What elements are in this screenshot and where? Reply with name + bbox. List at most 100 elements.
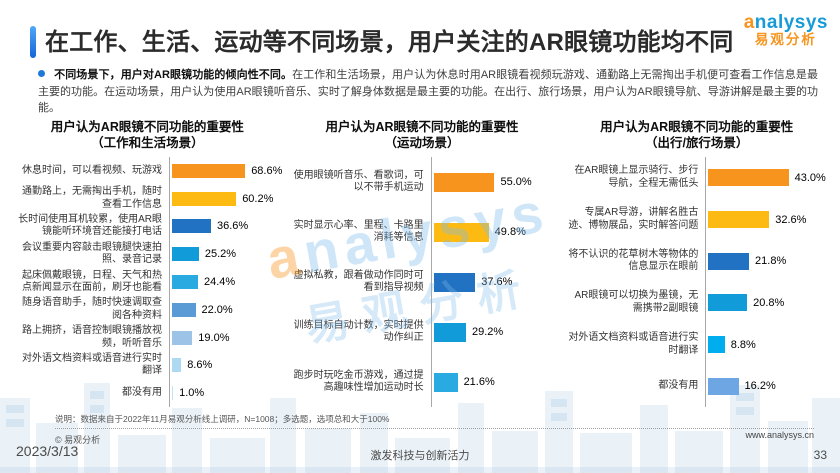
- footer-divider: [55, 428, 814, 429]
- bar: [172, 358, 182, 373]
- bar-cell: 8.8%: [705, 323, 828, 366]
- chart-title-line2: （工作和生活场景）: [91, 136, 204, 150]
- bar-category-label: 长时间使用耳机较累，使用AR眼镜能听环境音还能接打电话: [18, 213, 162, 238]
- bar-value-label: 24.4%: [204, 276, 236, 289]
- bar: [433, 272, 476, 292]
- copyright: © 易观分析: [55, 435, 101, 445]
- bar-category-label: 训练目标自动计数，实时提供动作纠正: [293, 319, 424, 344]
- chart-title: 用户认为AR眼镜不同功能的重要性 （工作和生活场景）: [16, 119, 279, 157]
- bar-value-label: 8.8%: [730, 338, 756, 351]
- bar-row: 训练目标自动计数，实时提供动作纠正 29.2%: [291, 307, 554, 357]
- bar-cell: 16.2%: [705, 365, 828, 408]
- bar-cell: 32.6%: [705, 198, 828, 241]
- bar-category-label: 对外语文档资料或语音进行实时翻译: [22, 352, 162, 377]
- bar-value-label: 29.2%: [471, 326, 504, 338]
- bar-category-label: 使用眼镜听音乐、看歌词，可以不带手机运动: [293, 169, 424, 194]
- bar-row: 将不认识的花草树木等物体的信息显示在眼前 21.8%: [565, 240, 828, 283]
- chart-title: 用户认为AR眼镜不同功能的重要性 （出行/旅行场景）: [565, 119, 828, 157]
- bar-value-label: 16.2%: [744, 380, 776, 393]
- bar-category-label: 路上拥挤，语音控制眼镜播放视频，听听音乐: [22, 325, 162, 349]
- slide-date: 2023/3/13: [16, 443, 79, 459]
- bar: [172, 330, 193, 345]
- bar: [172, 163, 246, 178]
- chart-plot-area: 使用眼镜听音乐、看歌词，可以不带手机运动 55.0% 实时显示心率、里程、卡路里消耗…: [291, 157, 554, 407]
- footer-slogan: 激发科技与创新活力: [370, 450, 470, 462]
- bar-category-label: 都没有用: [122, 386, 162, 398]
- bar-value-label: 21.8%: [755, 255, 787, 268]
- bar: [708, 211, 770, 228]
- bar-cell: 21.6%: [430, 357, 554, 407]
- bar-row: 都没有用 1.0%: [16, 379, 279, 408]
- analysys-logo-wordmark: analysys: [743, 12, 828, 33]
- bar: [708, 336, 725, 354]
- chart-work-life: 用户认为AR眼镜不同功能的重要性 （工作和生活场景） 休息时间，可以看视频、玩游戏 6…: [16, 119, 283, 408]
- summary-bold-text: 不同场景下，用户对AR眼镜功能的倾向性不同。: [54, 69, 293, 81]
- bar-row: 对外语文档资料或语音进行实时翻译 8.8%: [565, 323, 828, 366]
- bar-row: 随身语音助手，随时快速调取查阅各种资料 22.0%: [16, 295, 279, 324]
- bar: [433, 322, 466, 342]
- summary-body-text: 在工作和生活场景，用户认为休息时用AR眼镜看视频玩游戏、通勤路上无需掏出手机便可…: [38, 69, 819, 114]
- chart-plot-area: 休息时间，可以看视频、玩游戏 68.6% 通勤路上，无需掏出手机，随时查看工作信息 6…: [16, 157, 283, 408]
- bar-category-label: 虚拟私教，跟着做动作同时可看到指导视频: [293, 269, 424, 294]
- bar-value-label: 49.8%: [494, 226, 526, 238]
- chart-title-line2: （出行/旅行场景）: [644, 136, 749, 150]
- analysys-logo-chinese: 易观分析: [754, 31, 817, 47]
- chart-title-line1: 用户认为AR眼镜不同功能的重要性: [325, 120, 519, 134]
- bar-category-label: 专属AR导游，讲解名胜古迹、博物展品，实时解答问题: [568, 207, 699, 231]
- bar-value-label: 32.6%: [775, 213, 807, 226]
- bar: [433, 222, 489, 242]
- bar-row: 通勤路上，无需掏出手机，随时查看工作信息 60.2%: [16, 184, 279, 213]
- bar-row: 都没有用 16.2%: [565, 365, 828, 408]
- bar-cell: 24.4%: [169, 268, 279, 296]
- bar-cell: 22.0%: [169, 295, 279, 324]
- bar-cell: 43.0%: [705, 157, 828, 199]
- bar-row: 在AR眼镜上显示骑行、步行导航，全程无需低头 43.0%: [565, 157, 828, 199]
- bar-category-label: 都没有用: [658, 379, 699, 391]
- logo-swirl-a-icon: a: [743, 12, 755, 33]
- title-accent-bar: [30, 26, 36, 58]
- bar-category-label: 对外语文档资料或语音进行实时翻译: [568, 332, 699, 356]
- bar-category-label: 跑步时玩吃金币游戏，通过提高趣味性增加运动时长: [293, 369, 424, 394]
- bar-row: AR眼镜可以切换为墨镜，无需携带2副眼镜 20.8%: [565, 282, 828, 324]
- bar-cell: 25.2%: [169, 240, 279, 269]
- bar-value-label: 19.0%: [198, 331, 230, 344]
- bar-cell: 60.2%: [169, 184, 279, 213]
- bar-cell: 37.6%: [430, 257, 554, 307]
- website-url: www.analysys.cn: [745, 430, 814, 440]
- bar-value-label: 36.6%: [217, 220, 249, 233]
- chart-title-line1: 用户认为AR眼镜不同功能的重要性: [50, 120, 244, 134]
- bar: [172, 191, 237, 206]
- bar-cell: 20.8%: [705, 282, 828, 324]
- bar-value-label: 1.0%: [179, 387, 205, 400]
- bar-value-label: 55.0%: [500, 176, 532, 188]
- bar-cell: 36.6%: [169, 212, 279, 241]
- bar: [708, 294, 748, 312]
- bar-row: 虚拟私教，跟着做动作同时可看到指导视频 37.6%: [291, 257, 554, 307]
- charts-section: 用户认为AR眼镜不同功能的重要性 （工作和生活场景） 休息时间，可以看视频、玩游戏 6…: [16, 119, 828, 408]
- bar-category-label: 实时显示心率、里程、卡路里消耗等信息: [293, 219, 424, 244]
- bar-value-label: 22.0%: [201, 303, 233, 316]
- bar-value-label: 43.0%: [794, 171, 826, 184]
- page-number: 33: [813, 448, 827, 462]
- page-title: 在工作、生活、运动等不同场景，用户关注的AR眼镜功能均不同: [45, 29, 734, 56]
- bar: [433, 372, 458, 392]
- bar-row: 长时间使用耳机较累，使用AR眼镜能听环境音还能接打电话 36.6%: [16, 212, 279, 241]
- bar-value-label: 68.6%: [251, 164, 283, 177]
- bar: [433, 172, 495, 192]
- bar-cell: 49.8%: [430, 207, 554, 257]
- bar: [708, 169, 789, 187]
- bar: [708, 377, 739, 395]
- summary-paragraph: 不同场景下，用户对AR眼镜功能的倾向性不同。在工作和生活场景，用户认为休息时用A…: [38, 67, 818, 117]
- chart-travel: 用户认为AR眼镜不同功能的重要性 （出行/旅行场景） 在AR眼镜上显示骑行、步行导航…: [565, 119, 828, 408]
- bar-category-label: AR眼镜可以切换为墨镜，无需携带2副眼镜: [574, 290, 699, 314]
- bar-row: 路上拥挤，语音控制眼镜播放视频，听听音乐 19.0%: [16, 323, 279, 352]
- bar-row: 使用眼镜听音乐、看歌词，可以不带手机运动 55.0%: [291, 157, 554, 207]
- bar-cell: 55.0%: [430, 157, 554, 207]
- bar-category-label: 通勤路上，无需掏出手机，随时查看工作信息: [22, 186, 162, 210]
- bar-category-label: 随身语音助手，随时快速调取查阅各种资料: [22, 297, 162, 321]
- bar-category-label: 休息时间，可以看视频、玩游戏: [22, 164, 162, 176]
- analysys-logo: analysys 易观分析: [744, 13, 828, 47]
- bar-row: 专属AR导游，讲解名胜古迹、博物展品，实时解答问题 32.6%: [565, 198, 828, 241]
- bar-cell: 29.2%: [430, 307, 554, 357]
- bar-row: 实时显示心率、里程、卡路里消耗等信息 49.8%: [291, 207, 554, 257]
